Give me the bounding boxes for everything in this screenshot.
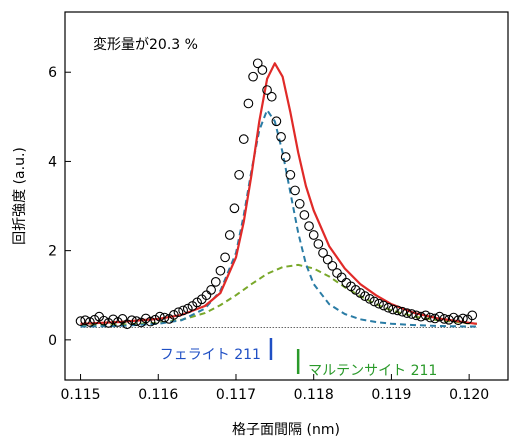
data-point (266, 91, 277, 102)
data-point (154, 311, 165, 322)
data-point (80, 315, 91, 326)
data-point (304, 221, 314, 231)
data-point (308, 230, 319, 240)
data-point (290, 185, 300, 196)
x-tick-label: 0.120 (449, 387, 489, 403)
data-point (313, 239, 324, 249)
data-point (294, 198, 305, 209)
data-point (206, 285, 216, 295)
data-point (85, 317, 95, 327)
data-point (360, 291, 370, 301)
data-point (434, 311, 445, 322)
martensite-label: マルテンサイト 211 (308, 363, 437, 379)
ferrite-label: フェライト 211 (160, 347, 261, 363)
data-point (444, 314, 454, 325)
data-point (467, 310, 478, 321)
component-curve (80, 263, 477, 327)
x-tick-label: 0.116 (138, 387, 178, 403)
data-point (234, 169, 244, 180)
data-point (402, 308, 412, 318)
data-point (299, 210, 310, 220)
data-point (397, 306, 408, 317)
y-tick-label: 0 (48, 333, 57, 349)
data-point (229, 203, 240, 214)
data-point (108, 314, 119, 325)
data-point (220, 252, 230, 263)
data-point (369, 296, 380, 307)
data-point (448, 312, 459, 323)
x-tick-label: 0.115 (60, 387, 100, 403)
data-point (248, 71, 258, 82)
data-point (145, 316, 156, 327)
data-point (224, 230, 235, 240)
data-point (262, 85, 272, 95)
data-point (327, 260, 338, 271)
data-point (75, 316, 86, 326)
component-curve (80, 109, 477, 328)
data-point (383, 302, 394, 313)
data-point (126, 315, 137, 326)
data-point (280, 152, 291, 162)
data-point (374, 298, 384, 309)
data-point (453, 315, 464, 326)
data-point (178, 305, 188, 316)
plot-frame (64, 11, 509, 381)
data-point (210, 277, 221, 287)
data-point (364, 293, 375, 304)
x-tick-label: 0.117 (216, 387, 256, 403)
data-point (182, 303, 193, 314)
data-point (238, 134, 249, 144)
data-point (257, 65, 268, 75)
data-point (458, 313, 468, 324)
data-point (159, 312, 170, 323)
data-point (420, 310, 431, 321)
x-tick-label: 0.119 (371, 387, 411, 403)
data-point (322, 254, 333, 265)
data-point (99, 315, 109, 326)
x-axis-label: 格子面間隔 (nm) (232, 422, 340, 438)
data-point (411, 310, 422, 321)
data-point (285, 169, 296, 180)
data-point (406, 309, 417, 319)
fit-curve (80, 62, 478, 325)
data-point (168, 310, 179, 320)
data-point (276, 132, 286, 142)
data-point (388, 304, 398, 315)
data-point (252, 58, 263, 69)
data-point (430, 313, 440, 324)
data-point (173, 307, 184, 318)
data-point (439, 314, 450, 324)
x-tick-label: 0.118 (294, 387, 334, 403)
data-point (215, 265, 226, 276)
data-point (271, 116, 282, 127)
data-point (392, 305, 403, 316)
y-axis-label: 回折強度 (a.u.) (12, 147, 28, 245)
data-point (378, 300, 389, 311)
y-tick-label: 4 (48, 154, 57, 170)
strain-annotation: 変形量が20.3 % (93, 36, 198, 53)
data-point (425, 312, 436, 323)
data-point (318, 248, 328, 258)
y-tick-label: 2 (48, 244, 57, 260)
data-point (131, 316, 142, 326)
y-tick-label: 6 (48, 65, 57, 81)
data-point (243, 98, 254, 109)
data-point (416, 311, 426, 322)
